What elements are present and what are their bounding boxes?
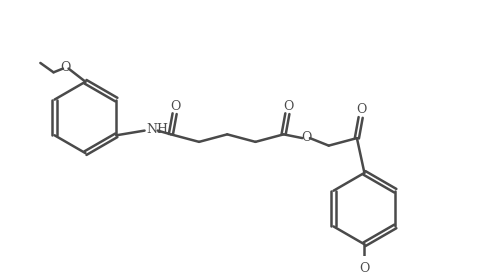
Text: O: O	[171, 100, 181, 113]
Text: O: O	[301, 131, 311, 144]
Text: O: O	[357, 103, 367, 116]
Text: O: O	[283, 100, 294, 113]
Text: O: O	[359, 262, 370, 273]
Text: NH: NH	[146, 123, 169, 136]
Text: O: O	[61, 61, 71, 74]
